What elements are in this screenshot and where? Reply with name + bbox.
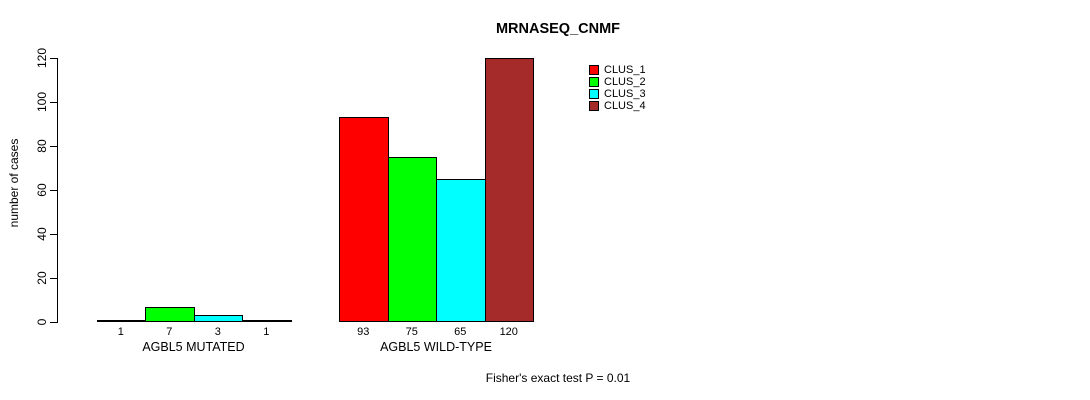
bar xyxy=(193,315,243,322)
legend-label: CLUS_1 xyxy=(604,64,646,76)
bar-value-label: 120 xyxy=(499,326,518,338)
group-label: AGBL5 WILD-TYPE xyxy=(380,340,492,354)
y-tick-label: 20 xyxy=(35,271,49,285)
bar-value-label: 3 xyxy=(214,326,221,338)
bar xyxy=(387,157,437,322)
y-axis-line xyxy=(57,58,58,323)
bar xyxy=(484,58,534,322)
legend-row: CLUS_3 xyxy=(589,88,646,100)
y-tick-label: 80 xyxy=(35,139,49,153)
legend-label: CLUS_3 xyxy=(604,88,646,100)
legend: CLUS_1 CLUS_2 CLUS_3 CLUS_4 xyxy=(589,64,646,112)
bar xyxy=(96,319,146,322)
legend-swatch xyxy=(589,101,599,111)
y-tick xyxy=(50,190,57,191)
y-tick-label: 120 xyxy=(35,47,49,69)
legend-label: CLUS_2 xyxy=(604,76,646,88)
bar-value-label: 65 xyxy=(454,326,467,338)
legend-row: CLUS_1 xyxy=(589,64,646,76)
legend-label: CLUS_4 xyxy=(604,100,646,112)
chart-title: MRNASEQ_CNMF xyxy=(495,21,621,37)
bar xyxy=(145,306,195,322)
bar-value-label: 1 xyxy=(117,326,124,338)
bar xyxy=(242,319,292,322)
y-tick-label: 100 xyxy=(35,91,49,113)
y-tick-label: 40 xyxy=(35,227,49,241)
legend-row: CLUS_4 xyxy=(589,100,646,112)
legend-row: CLUS_2 xyxy=(589,76,646,88)
y-tick xyxy=(50,322,57,323)
bar-value-label: 93 xyxy=(357,326,370,338)
y-tick xyxy=(50,102,57,103)
bar xyxy=(339,117,389,322)
bar-value-label: 1 xyxy=(263,326,270,338)
y-tick xyxy=(50,58,57,59)
y-tick-label: 60 xyxy=(35,183,49,197)
y-tick xyxy=(50,146,57,147)
bar xyxy=(436,179,486,322)
y-tick xyxy=(50,234,57,235)
legend-swatch xyxy=(589,77,599,87)
legend-swatch xyxy=(589,89,599,99)
y-axis-title: number of cases xyxy=(7,138,21,228)
bar-value-label: 75 xyxy=(405,326,418,338)
bar-value-label: 7 xyxy=(166,326,173,338)
footer-note: Fisher's exact test P = 0.01 xyxy=(485,371,631,385)
legend-swatch xyxy=(589,65,599,75)
y-tick xyxy=(50,278,57,279)
group-label: AGBL5 MUTATED xyxy=(142,340,245,354)
y-tick-label: 0 xyxy=(35,318,49,326)
